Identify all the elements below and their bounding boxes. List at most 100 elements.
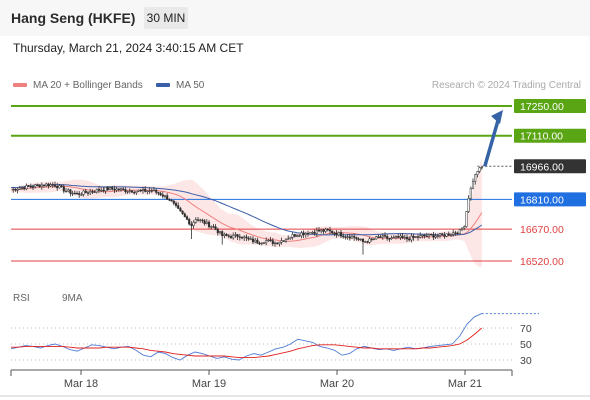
candle-body <box>298 235 301 237</box>
candle-body <box>84 190 87 193</box>
candle-body <box>344 236 347 238</box>
candle-body <box>427 234 431 237</box>
candle-body <box>293 234 296 237</box>
candle-body <box>174 203 178 206</box>
candle-body <box>225 234 228 236</box>
candle-body <box>210 226 213 228</box>
legend-ma20-label: MA 20 + Bollinger Bands <box>33 80 143 91</box>
candle-body <box>276 242 279 245</box>
candle-body <box>47 183 50 187</box>
x-tick-label: Mar 19 <box>192 378 226 390</box>
candle-body <box>410 235 413 241</box>
candle-body <box>335 233 338 236</box>
candle-body <box>302 232 305 235</box>
candle-body <box>441 233 444 236</box>
candle-body <box>29 186 32 188</box>
candle-body <box>91 191 94 193</box>
legend-rsi: RSI <box>13 293 30 304</box>
candle-body <box>405 236 409 240</box>
candle-body <box>240 237 244 239</box>
candle-body <box>469 187 472 199</box>
candle-body <box>282 240 285 242</box>
candle-body <box>289 237 292 239</box>
candle-body <box>265 240 268 244</box>
candle-body <box>390 237 393 239</box>
candle-body <box>460 227 464 230</box>
candle-body <box>214 226 217 230</box>
candle-body <box>89 191 92 194</box>
instrument-title: Hang Seng (HKFE) <box>11 10 136 26</box>
candle-body <box>168 199 171 201</box>
candle-body <box>113 188 116 191</box>
candle-body <box>304 232 307 235</box>
candle-body <box>284 239 288 242</box>
rsi-tick-70: 70 <box>520 323 532 335</box>
candle-body <box>135 191 138 193</box>
candle-body <box>447 233 450 236</box>
candle-body <box>465 211 468 227</box>
candle-body <box>353 236 356 238</box>
candle-body <box>221 231 224 236</box>
candle-body <box>227 235 230 237</box>
timeframe-button[interactable]: 30 MIN <box>144 7 188 29</box>
candle-body <box>364 241 367 243</box>
candle-body <box>51 184 54 186</box>
level-tag-0 <box>514 99 586 113</box>
candle-body <box>454 232 457 234</box>
candle-body <box>291 234 294 238</box>
candle-body <box>38 184 41 188</box>
candle-body <box>414 236 417 238</box>
candle-body <box>322 229 325 232</box>
candle-body <box>75 193 79 195</box>
candle-body <box>474 174 477 182</box>
candle-body <box>449 234 453 236</box>
candle-body <box>146 190 149 193</box>
candle-body <box>386 236 389 239</box>
candle-body <box>471 181 475 189</box>
candle-body <box>267 239 270 242</box>
candle-body <box>170 200 173 202</box>
candle-body <box>64 190 68 193</box>
candle-body <box>383 235 387 237</box>
candle-body <box>194 219 197 223</box>
candle-body <box>196 219 200 221</box>
candle-body <box>73 192 76 195</box>
candle-body <box>106 187 109 191</box>
candle-body <box>269 239 272 242</box>
candle-body <box>423 234 426 237</box>
candle-body <box>62 186 65 192</box>
candle-body <box>67 189 70 192</box>
candle-body <box>342 235 345 238</box>
level-label-2: 16966.00 <box>520 161 564 173</box>
candle-body <box>130 190 134 193</box>
candle-body <box>71 192 74 195</box>
candle-body <box>23 187 26 190</box>
candle-body <box>394 236 398 238</box>
candle-body <box>12 188 15 191</box>
candle-body <box>137 189 140 192</box>
candle-body <box>416 236 420 238</box>
candle-body <box>388 238 391 240</box>
candle-body <box>18 187 21 190</box>
candle-body <box>287 238 290 240</box>
candle-body <box>236 234 239 237</box>
candle-body <box>313 232 316 234</box>
candle-body <box>262 242 266 244</box>
candle-body <box>315 229 318 234</box>
candle-body <box>295 235 299 237</box>
candle-body <box>381 235 384 238</box>
candle-body <box>80 194 83 196</box>
candle-body <box>249 238 252 240</box>
candle-body <box>245 236 248 239</box>
level-tag-1 <box>514 128 586 143</box>
candle-body <box>361 238 365 243</box>
candle-body <box>408 238 411 241</box>
candle-body <box>56 185 59 189</box>
candle-body <box>205 221 208 224</box>
rsi-tick-50: 50 <box>520 339 532 351</box>
candle-body <box>192 222 195 226</box>
candle-body <box>185 216 189 220</box>
candle-body <box>161 194 164 197</box>
candle-body <box>157 192 160 194</box>
